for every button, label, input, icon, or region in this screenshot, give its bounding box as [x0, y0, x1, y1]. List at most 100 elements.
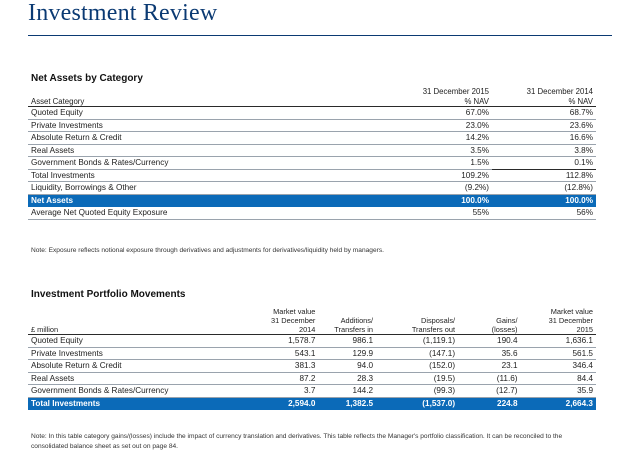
nav-2014-value: 16.6%	[492, 131, 596, 145]
nav-2015-value: 109.2%	[391, 169, 493, 182]
category-label: Government Bonds & Rates/Currency	[28, 156, 392, 170]
mv2015-value: 35.9	[520, 384, 596, 398]
category-label: Quoted Equity	[28, 334, 235, 348]
col-2014-unit: % NAV	[492, 96, 596, 107]
title-divider	[28, 35, 612, 36]
disposals-value: (152.0)	[376, 359, 459, 373]
disposals-header-1: Disposals/	[420, 316, 456, 325]
page-title: Investment Review	[28, 0, 218, 26]
mv2014-header-3: 2014	[234, 325, 319, 335]
nav-2015-value: 14.2%	[391, 131, 493, 145]
nav-2014-value: 112.8%	[492, 169, 596, 182]
table-row: Government Bonds & Rates/Currency 3.7 144.…	[28, 384, 596, 398]
table-row: Real Assets 3.5% 3.8%	[28, 144, 596, 157]
disposals-value: (99.3)	[376, 384, 459, 398]
table-row: Private Investments 23.0% 23.6%	[28, 119, 596, 132]
mv2015-value: 1,636.1	[520, 334, 596, 348]
disposals-header-2: Transfers out	[376, 325, 459, 335]
total-additions-value: 1,382.5	[318, 397, 377, 410]
table-row: Government Bonds & Rates/Currency 1.5% 0.1…	[28, 156, 596, 170]
additions-value: 986.1	[318, 334, 377, 348]
category-label: Liquidity, Borrowings & Other	[28, 181, 392, 195]
total-mv2014-value: 2,594.0	[234, 397, 319, 410]
portfolio-movements-table: Market value Market value 31 December Ad…	[28, 307, 596, 410]
gains-value: (12.7)	[458, 384, 521, 398]
nav-2014-value: (12.8%)	[492, 181, 596, 195]
table-row: Total Investments 109.2% 112.8%	[28, 169, 596, 182]
category-label: Absolute Return & Credit	[28, 131, 392, 145]
million-header: £ million	[28, 325, 235, 335]
gains-value: 23.1	[458, 359, 521, 373]
gains-header-2: (losses)	[458, 325, 521, 335]
additions-header-1: Additions/	[340, 316, 374, 325]
category-label: Total Investments	[28, 169, 392, 182]
mv2014-value: 1,578.7	[234, 334, 319, 348]
mv2015-header-1: Market value	[550, 307, 593, 316]
exposure-2014-value: 56%	[492, 206, 596, 220]
table-row: Real Assets 87.2 28.3 (19.5) (11.6) 84.4	[28, 372, 596, 385]
nav-2014-value: 23.6%	[492, 119, 596, 132]
mv2015-header-3: 2015	[520, 325, 596, 335]
category-label: Private Investments	[28, 119, 392, 132]
gains-value: 35.6	[458, 347, 521, 360]
gains-value: (11.6)	[458, 372, 521, 385]
table-row: Absolute Return & Credit 14.2% 16.6%	[28, 131, 596, 145]
category-label: Real Assets	[28, 372, 235, 385]
total-label: Net Assets	[28, 194, 392, 207]
exposure-2015-value: 55%	[391, 206, 493, 220]
col-2015-header: 31 December 2015	[422, 87, 490, 96]
mv2015-value: 561.5	[520, 347, 596, 360]
category-label: Real Assets	[28, 144, 392, 157]
asset-category-header: Asset Category	[28, 96, 392, 107]
movements-note: Note: In this table category gains/(loss…	[31, 433, 563, 450]
net-assets-note: Note: Exposure reflects notional exposur…	[31, 247, 384, 254]
mv2014-value: 87.2	[234, 372, 319, 385]
mv2014-value: 381.3	[234, 359, 319, 373]
table-row: Private Investments 543.1 129.9 (147.1) 35.6…	[28, 347, 596, 360]
category-label: Quoted Equity	[28, 106, 392, 120]
additions-value: 94.0	[318, 359, 377, 373]
total-2014-value: 100.0%	[492, 194, 596, 207]
exposure-label: Average Net Quoted Equity Exposure	[28, 206, 392, 220]
disposals-value: (19.5)	[376, 372, 459, 385]
movements-section-title: Investment Portfolio Movements	[31, 289, 186, 300]
nav-2015-value: (9.2%)	[391, 181, 493, 195]
table-row: Absolute Return & Credit 381.3 94.0 (152.0)…	[28, 359, 596, 373]
disposals-value: (147.1)	[376, 347, 459, 360]
nav-2014-value: 3.8%	[492, 144, 596, 157]
nav-2015-value: 3.5%	[391, 144, 493, 157]
nav-2014-value: 68.7%	[492, 106, 596, 120]
disposals-value: (1,119.1)	[376, 334, 459, 348]
total-disposals-value: (1,537.0)	[376, 397, 459, 410]
mv2014-header-1: Market value	[273, 307, 316, 316]
additions-header-2: Transfers in	[318, 325, 377, 335]
table-row: Quoted Equity 67.0% 68.7%	[28, 106, 596, 120]
category-label: Government Bonds & Rates/Currency	[28, 384, 235, 398]
net-assets-section-title: Net Assets by Category	[31, 73, 143, 84]
table-row: Quoted Equity 1,578.7 986.1 (1,119.1) 190.4 1…	[28, 334, 596, 348]
total-gains-value: 224.8	[458, 397, 521, 410]
mv2014-header-2: 31 December	[271, 316, 316, 325]
nav-2015-value: 23.0%	[391, 119, 493, 132]
mv2015-header-2: 31 December	[548, 316, 593, 325]
net-assets-total-row: Net Assets 100.0% 100.0%	[28, 194, 596, 207]
total-category-label: Total Investments	[28, 397, 235, 410]
gains-header-1: Gains/	[496, 316, 518, 325]
total-investments-row: Total Investments 2,594.0 1,382.5 (1,537.0)…	[28, 397, 596, 410]
category-label: Absolute Return & Credit	[28, 359, 235, 373]
col-2015-unit: % NAV	[391, 96, 493, 107]
mv2015-value: 84.4	[520, 372, 596, 385]
total-mv2015-value: 2,664.3	[520, 397, 596, 410]
col-2014-header: 31 December 2014	[526, 87, 593, 96]
additions-value: 129.9	[318, 347, 377, 360]
category-label: Private Investments	[28, 347, 235, 360]
nav-2014-value: 0.1%	[492, 156, 596, 170]
mv2015-value: 346.4	[520, 359, 596, 373]
total-2015-value: 100.0%	[391, 194, 493, 207]
additions-value: 144.2	[318, 384, 377, 398]
net-assets-table: 31 December 2015 31 December 2014 Asset …	[28, 86, 596, 220]
nav-2015-value: 1.5%	[391, 156, 493, 170]
mv2014-value: 543.1	[234, 347, 319, 360]
mv2014-value: 3.7	[234, 384, 319, 398]
exposure-row: Average Net Quoted Equity Exposure 55% 56%	[28, 206, 596, 220]
